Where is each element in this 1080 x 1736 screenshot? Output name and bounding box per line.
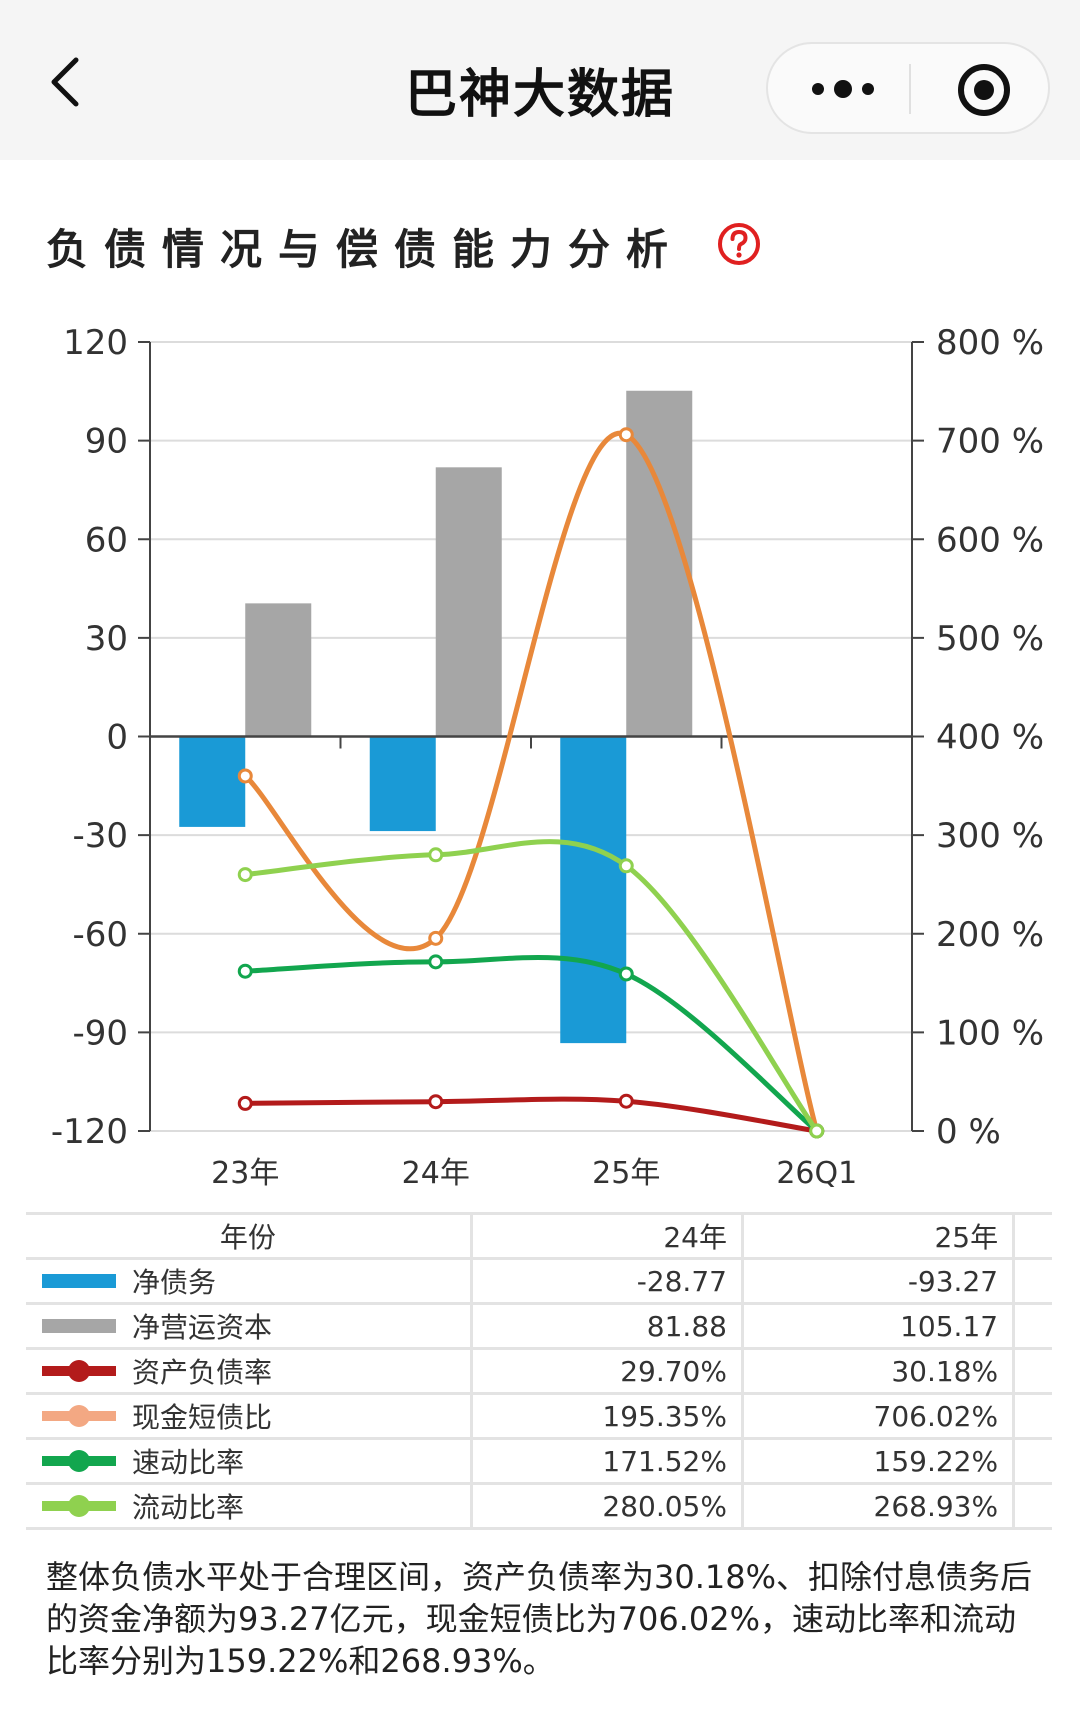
table-row: 现金短债比 195.35% 706.02% [26, 1392, 1052, 1439]
point-quick-ratio [428, 954, 444, 970]
y-right-tick-label: 200 % [936, 915, 1044, 955]
point-cash-ratio [237, 768, 253, 784]
table-header-col1: 24年 [471, 1212, 744, 1259]
legend-dot-swatch [68, 1495, 90, 1517]
y-right-tick-label: 0 % [936, 1112, 1001, 1152]
y-right-tick-label: 700 % [936, 422, 1044, 462]
line-cash-ratio [242, 430, 820, 1134]
legend-marker-working-capital [42, 1319, 116, 1333]
legend-dot-swatch [68, 1360, 90, 1382]
y-left-tick-label: 0 [106, 718, 128, 758]
bar-net-debt [179, 736, 246, 827]
y-left-tick-label: -30 [72, 816, 128, 856]
capsule-divider [909, 64, 911, 114]
table-header-spacer [1013, 1212, 1052, 1259]
y-left-tick-label: 30 [85, 619, 128, 659]
y-right-tick-label: 100 % [936, 1013, 1044, 1053]
table-cell: -28.77 [471, 1257, 744, 1304]
point-current-ratio [809, 1123, 825, 1139]
legend-label: 净债务 [132, 1266, 217, 1299]
y-left-tick-label: 90 [85, 422, 128, 462]
table-cell: 171.52% [471, 1437, 744, 1484]
table-row: 净债务 -28.77 -93.27 [26, 1257, 1052, 1304]
y-left-tick-label: -90 [72, 1013, 128, 1053]
legend-marker-debt-ratio [42, 1360, 116, 1382]
y-right-tick-label: 400 % [936, 718, 1044, 758]
legend-dot-swatch [68, 1405, 90, 1427]
legend-dot-swatch [68, 1450, 90, 1472]
debt-analysis-chart: 120 800 % 90 700 % 60 600 % 30 500 % 0 400 % -30 30… [51, 323, 1044, 1191]
y-left-tick-label: -60 [72, 915, 128, 955]
y-right-tick-label: 300 % [936, 816, 1044, 856]
x-tick-label: 26Q1 [776, 1156, 857, 1191]
legend-bar-swatch [42, 1274, 116, 1288]
legend-bar-swatch [42, 1319, 116, 1333]
table-cell: 195.35% [471, 1392, 744, 1439]
x-tick-label: 25年 [592, 1156, 660, 1191]
y-left-tick-label: 120 [63, 323, 128, 363]
bar-working-capital [245, 603, 312, 737]
point-current-ratio [428, 847, 444, 863]
point-debt-ratio [618, 1093, 634, 1109]
table-row: 资产负债率 29.70% 30.18% [26, 1347, 1052, 1394]
point-quick-ratio [237, 963, 253, 979]
table-row: 速动比率 171.52% 159.22% [26, 1437, 1052, 1484]
legend-label: 速动比率 [132, 1446, 245, 1479]
bar-net-debt [369, 736, 436, 832]
mini-program-capsule [766, 42, 1050, 134]
more-dots-icon[interactable] [808, 72, 878, 106]
point-debt-ratio [428, 1094, 444, 1110]
point-cash-ratio [618, 427, 634, 443]
legend-label: 净营运资本 [132, 1311, 273, 1344]
line-quick-ratio [242, 954, 820, 1134]
table-header-label: 年份 [26, 1212, 473, 1259]
y-right-tick-label: 800 % [936, 323, 1044, 363]
bar-net-debt [560, 736, 627, 1044]
line-debt-ratio [242, 1096, 820, 1134]
table-header-col2: 25年 [742, 1212, 1016, 1259]
y-left-tick-label: -120 [51, 1112, 128, 1152]
chevron-left-icon[interactable] [40, 52, 100, 112]
point-current-ratio [618, 858, 634, 874]
point-debt-ratio [237, 1095, 253, 1111]
x-tick-label: 24年 [402, 1156, 470, 1191]
legend-marker-cash-ratio [42, 1405, 116, 1427]
section-title: 负债情况与偿债能力分析 [46, 225, 685, 274]
bar-working-capital [435, 467, 502, 737]
point-cash-ratio [428, 930, 444, 946]
table-cell: 706.02% [742, 1392, 1016, 1439]
table-cell: 105.17 [742, 1302, 1016, 1349]
table-cell: 30.18% [742, 1347, 1016, 1394]
table-cell: 159.22% [742, 1437, 1016, 1484]
nav-bar: 巴神大数据 [0, 0, 1080, 160]
legend-label: 现金短债比 [132, 1401, 273, 1434]
table-row: 流动比率 280.05% 268.93% [26, 1482, 1052, 1530]
y-left-tick-label: 60 [85, 520, 128, 560]
table-cell: 29.70% [471, 1347, 744, 1394]
table-cell: 81.88 [471, 1302, 744, 1349]
target-icon[interactable] [956, 62, 1012, 118]
y-right-tick-label: 500 % [936, 619, 1044, 659]
question-circle-icon[interactable] [716, 221, 762, 267]
legend-label: 流动比率 [132, 1491, 245, 1524]
legend-marker-net-debt [42, 1274, 116, 1288]
x-tick-label: 23年 [211, 1156, 279, 1191]
legend-marker-quick-ratio [42, 1450, 116, 1472]
line-current-ratio [242, 839, 820, 1134]
table-cell: 280.05% [471, 1482, 744, 1530]
point-current-ratio [237, 867, 253, 883]
table-cell: -93.27 [742, 1257, 1016, 1304]
page-title: 巴神大数据 [404, 65, 675, 125]
table-cell: 268.93% [742, 1482, 1016, 1530]
legend-label: 资产负债率 [132, 1356, 273, 1389]
point-quick-ratio [618, 966, 634, 982]
table-row: 净营运资本 81.88 105.17 [26, 1302, 1052, 1349]
data-table: 年份 24年 25年 净债务 -28.77 -93.27 净营运资本 81.88… [26, 1212, 1052, 1530]
summary-text: 整体负债水平处于合理区间，资产负债率为30.18%、扣除付息债务后的资金净额为9… [46, 1558, 1033, 1680]
legend-marker-current-ratio [42, 1495, 116, 1517]
table-header-row: 年份 24年 25年 [26, 1212, 1052, 1259]
y-right-tick-label: 600 % [936, 520, 1044, 560]
